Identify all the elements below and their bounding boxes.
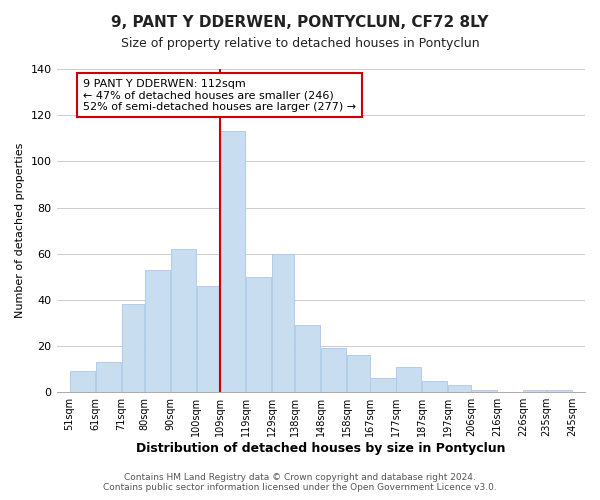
Text: 9 PANT Y DDERWEN: 112sqm
← 47% of detached houses are smaller (246)
52% of semi-: 9 PANT Y DDERWEN: 112sqm ← 47% of detach… [83,78,356,112]
Y-axis label: Number of detached properties: Number of detached properties [15,143,25,318]
Bar [347,356,370,392]
Bar [246,277,271,392]
X-axis label: Distribution of detached houses by size in Pontyclun: Distribution of detached houses by size … [136,442,506,455]
Bar [396,367,421,392]
Bar [472,390,497,392]
Bar [122,304,144,392]
Bar [370,378,395,392]
Text: 9, PANT Y DDERWEN, PONTYCLUN, CF72 8LY: 9, PANT Y DDERWEN, PONTYCLUN, CF72 8LY [111,15,489,30]
Bar [197,286,220,392]
Bar [422,380,448,392]
Bar [96,362,121,392]
Bar [272,254,295,392]
Bar [547,390,572,392]
Bar [523,390,546,392]
Bar [171,249,196,392]
Bar [145,270,170,392]
Bar [220,132,245,392]
Bar [448,386,470,392]
Bar [295,326,320,392]
Bar [70,372,95,392]
Bar [321,348,346,392]
Text: Size of property relative to detached houses in Pontyclun: Size of property relative to detached ho… [121,38,479,51]
Text: Contains HM Land Registry data © Crown copyright and database right 2024.
Contai: Contains HM Land Registry data © Crown c… [103,473,497,492]
